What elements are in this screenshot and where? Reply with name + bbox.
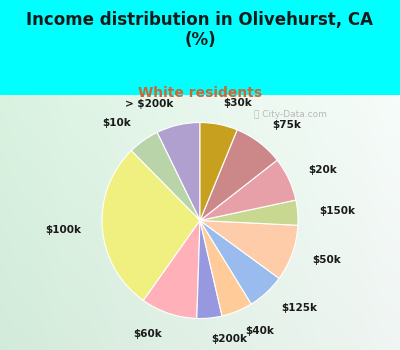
Wedge shape (200, 200, 298, 225)
Text: ⓘ City-Data.com: ⓘ City-Data.com (254, 110, 327, 119)
Wedge shape (200, 220, 298, 278)
Wedge shape (200, 122, 237, 220)
Wedge shape (197, 220, 222, 318)
Wedge shape (200, 130, 277, 220)
Text: $10k: $10k (102, 118, 131, 128)
Text: $150k: $150k (319, 206, 355, 216)
Text: $40k: $40k (245, 326, 274, 336)
Wedge shape (144, 220, 200, 318)
Text: > $200k: > $200k (125, 99, 173, 109)
Wedge shape (131, 132, 200, 220)
Text: $125k: $125k (281, 303, 317, 313)
Text: $100k: $100k (45, 225, 81, 235)
Wedge shape (102, 150, 200, 301)
Wedge shape (200, 220, 279, 304)
Wedge shape (200, 160, 296, 220)
Text: $30k: $30k (223, 98, 252, 108)
Text: $75k: $75k (272, 120, 301, 130)
Text: White residents: White residents (138, 86, 262, 100)
Text: $60k: $60k (133, 329, 162, 339)
Wedge shape (200, 220, 251, 316)
Text: Income distribution in Olivehurst, CA
(%): Income distribution in Olivehurst, CA (%… (26, 10, 374, 49)
Wedge shape (157, 122, 200, 220)
Text: $200k: $200k (212, 335, 248, 344)
Text: $20k: $20k (308, 165, 337, 175)
Text: $50k: $50k (313, 256, 342, 265)
